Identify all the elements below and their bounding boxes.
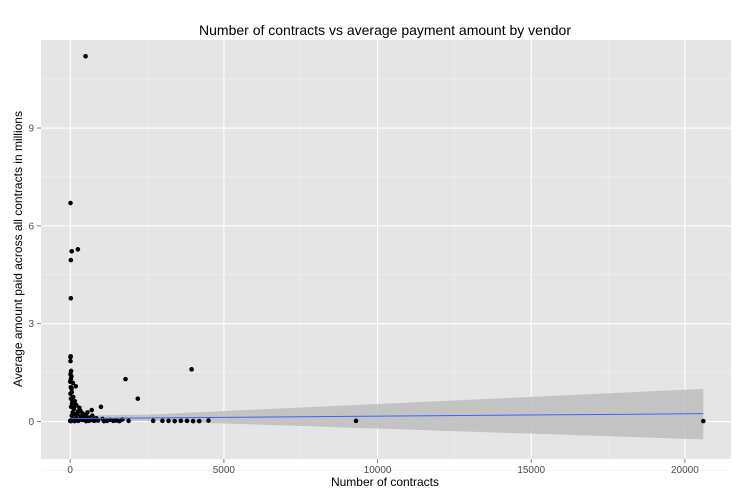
- y-tick-label: 3: [28, 319, 34, 330]
- data-point: [196, 418, 202, 424]
- data-point: [701, 418, 706, 424]
- x-tick-label: 20000: [671, 465, 699, 476]
- data-point: [68, 353, 73, 359]
- data-point: [184, 418, 190, 424]
- data-point: [89, 407, 95, 413]
- confidence-band: [70, 388, 704, 440]
- data-point: [126, 418, 131, 424]
- x-axis-label: Number of contracts: [331, 475, 439, 489]
- data-point: [75, 412, 80, 417]
- data-point: [68, 358, 73, 364]
- data-point: [78, 408, 83, 414]
- data-point: [75, 247, 81, 252]
- data-point: [353, 418, 359, 424]
- data-point: [69, 413, 75, 418]
- data-point: [190, 418, 196, 424]
- data-point: [80, 414, 86, 419]
- x-axis-ticks: 0 5000 10000 15000 20000: [67, 459, 699, 476]
- y-tick-label: 0: [28, 417, 34, 428]
- data-point: [160, 418, 165, 424]
- data-point: [75, 418, 81, 424]
- data-point: [68, 391, 73, 397]
- x-tick-label: 0: [67, 465, 73, 476]
- data-point: [85, 410, 90, 415]
- x-tick-label: 10000: [364, 465, 392, 476]
- y-tick-label: 6: [28, 221, 34, 232]
- data-point: [98, 404, 104, 410]
- y-axis-label: Average amount paid across all contracts…: [11, 111, 25, 387]
- chart-title: Number of contracts vs average payment a…: [199, 22, 571, 38]
- data-point: [68, 295, 74, 301]
- data-point: [72, 418, 77, 424]
- data-point: [135, 396, 141, 401]
- data-point: [178, 418, 184, 424]
- data-point: [206, 418, 211, 423]
- data-point: [172, 418, 177, 424]
- data-point: [117, 418, 122, 424]
- x-tick-label: 5000: [213, 465, 236, 476]
- data-point: [90, 413, 95, 418]
- data-point: [88, 417, 93, 423]
- data-point: [150, 418, 156, 424]
- data-point: [68, 396, 74, 401]
- plot-panel: [41, 40, 731, 459]
- data-point: [110, 418, 116, 424]
- data-point: [83, 54, 88, 59]
- data-point: [69, 386, 74, 392]
- data-point: [123, 376, 128, 382]
- data-point: [83, 418, 89, 424]
- data-point: [68, 257, 74, 263]
- data-point: [69, 248, 75, 254]
- data-point: [100, 416, 105, 422]
- data-point: [73, 383, 79, 389]
- data-point: [166, 418, 171, 424]
- data-point: [68, 200, 73, 206]
- y-axis-ticks: 0 3 6 9: [28, 124, 41, 428]
- trend-line: [70, 413, 704, 420]
- x-tick-label: 15000: [517, 465, 545, 476]
- y-tick-label: 9: [28, 124, 34, 135]
- data-point: [72, 403, 78, 409]
- grid-minor: [41, 40, 731, 471]
- data-point: [70, 380, 76, 386]
- data-point: [189, 367, 194, 372]
